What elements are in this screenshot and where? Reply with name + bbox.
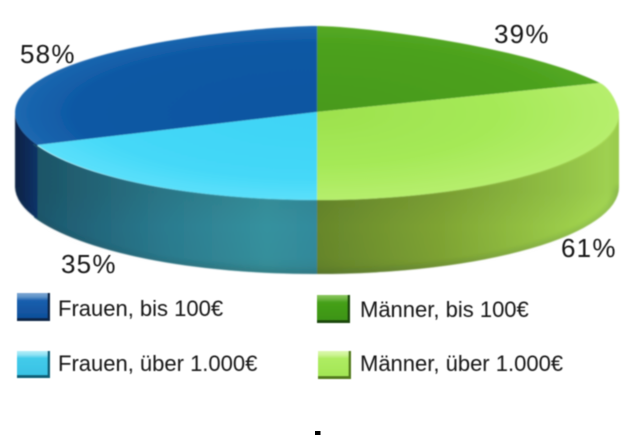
svg-text:35%: 35% xyxy=(61,249,117,279)
svg-text:39%: 39% xyxy=(494,19,550,49)
svg-text:Männer, über 1.000€: Männer, über 1.000€ xyxy=(360,351,563,376)
svg-text:58%: 58% xyxy=(20,39,76,69)
svg-text:Frauen, bis 100€: Frauen, bis 100€ xyxy=(58,296,223,321)
svg-text:Männer, bis 100€: Männer, bis 100€ xyxy=(360,297,529,322)
svg-text:61%: 61% xyxy=(561,233,617,263)
svg-text:Frauen, über 1.000€: Frauen, über 1.000€ xyxy=(58,351,257,376)
